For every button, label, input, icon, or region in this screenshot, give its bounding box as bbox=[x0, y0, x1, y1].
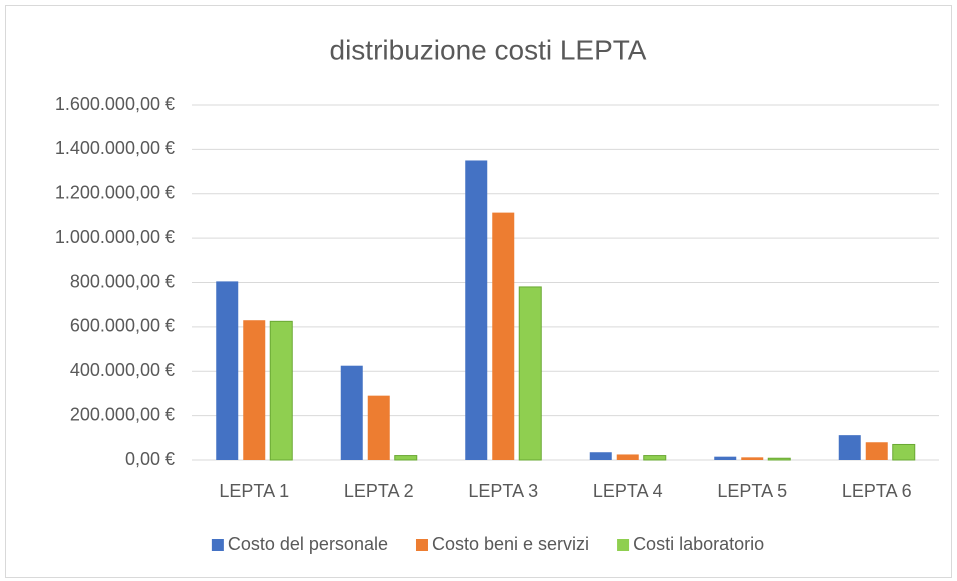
legend-swatch bbox=[415, 539, 428, 551]
bar bbox=[767, 457, 791, 461]
y-tick-label: 600.000,00 € bbox=[70, 316, 175, 336]
y-tick-label: 1.600.000,00 € bbox=[55, 94, 175, 114]
bar bbox=[243, 320, 266, 460]
x-tick-label: LEPTA 1 bbox=[219, 481, 289, 501]
y-tick-label: 0,00 € bbox=[125, 449, 175, 469]
bar bbox=[394, 455, 418, 461]
bar bbox=[465, 160, 488, 460]
x-tick-label: LEPTA 5 bbox=[717, 481, 787, 501]
bar bbox=[616, 454, 639, 460]
y-tick-label: 1.000.000,00 € bbox=[55, 227, 175, 247]
bar bbox=[838, 435, 861, 460]
bar bbox=[741, 457, 764, 460]
bar bbox=[340, 365, 363, 460]
bar bbox=[492, 212, 515, 460]
x-tick-label: LEPTA 2 bbox=[344, 481, 414, 501]
x-tick-label: LEPTA 6 bbox=[842, 481, 912, 501]
legend-swatch bbox=[211, 539, 224, 551]
y-tick-label: 200.000,00 € bbox=[70, 404, 175, 424]
x-tick-label: LEPTA 4 bbox=[593, 481, 663, 501]
bar bbox=[892, 443, 916, 461]
legend-swatch bbox=[617, 539, 630, 551]
bar bbox=[865, 442, 888, 460]
y-tick-label: 1.200.000,00 € bbox=[55, 183, 175, 203]
chart-title: distribuzione costi LEPTA bbox=[330, 34, 647, 65]
bar bbox=[518, 286, 542, 461]
x-tick-label: LEPTA 3 bbox=[468, 481, 538, 501]
legend-label: Costo del personale bbox=[228, 534, 388, 554]
bar bbox=[643, 455, 667, 461]
y-tick-label: 800.000,00 € bbox=[70, 271, 175, 291]
bar bbox=[589, 452, 612, 460]
y-tick-label: 1.400.000,00 € bbox=[55, 138, 175, 158]
bar bbox=[714, 456, 737, 460]
legend-label: Costi laboratorio bbox=[633, 534, 764, 554]
legend-label: Costo beni e servizi bbox=[432, 534, 589, 554]
bar bbox=[367, 395, 390, 460]
y-tick-label: 400.000,00 € bbox=[70, 360, 175, 380]
bar bbox=[216, 281, 239, 460]
bar bbox=[269, 320, 293, 461]
